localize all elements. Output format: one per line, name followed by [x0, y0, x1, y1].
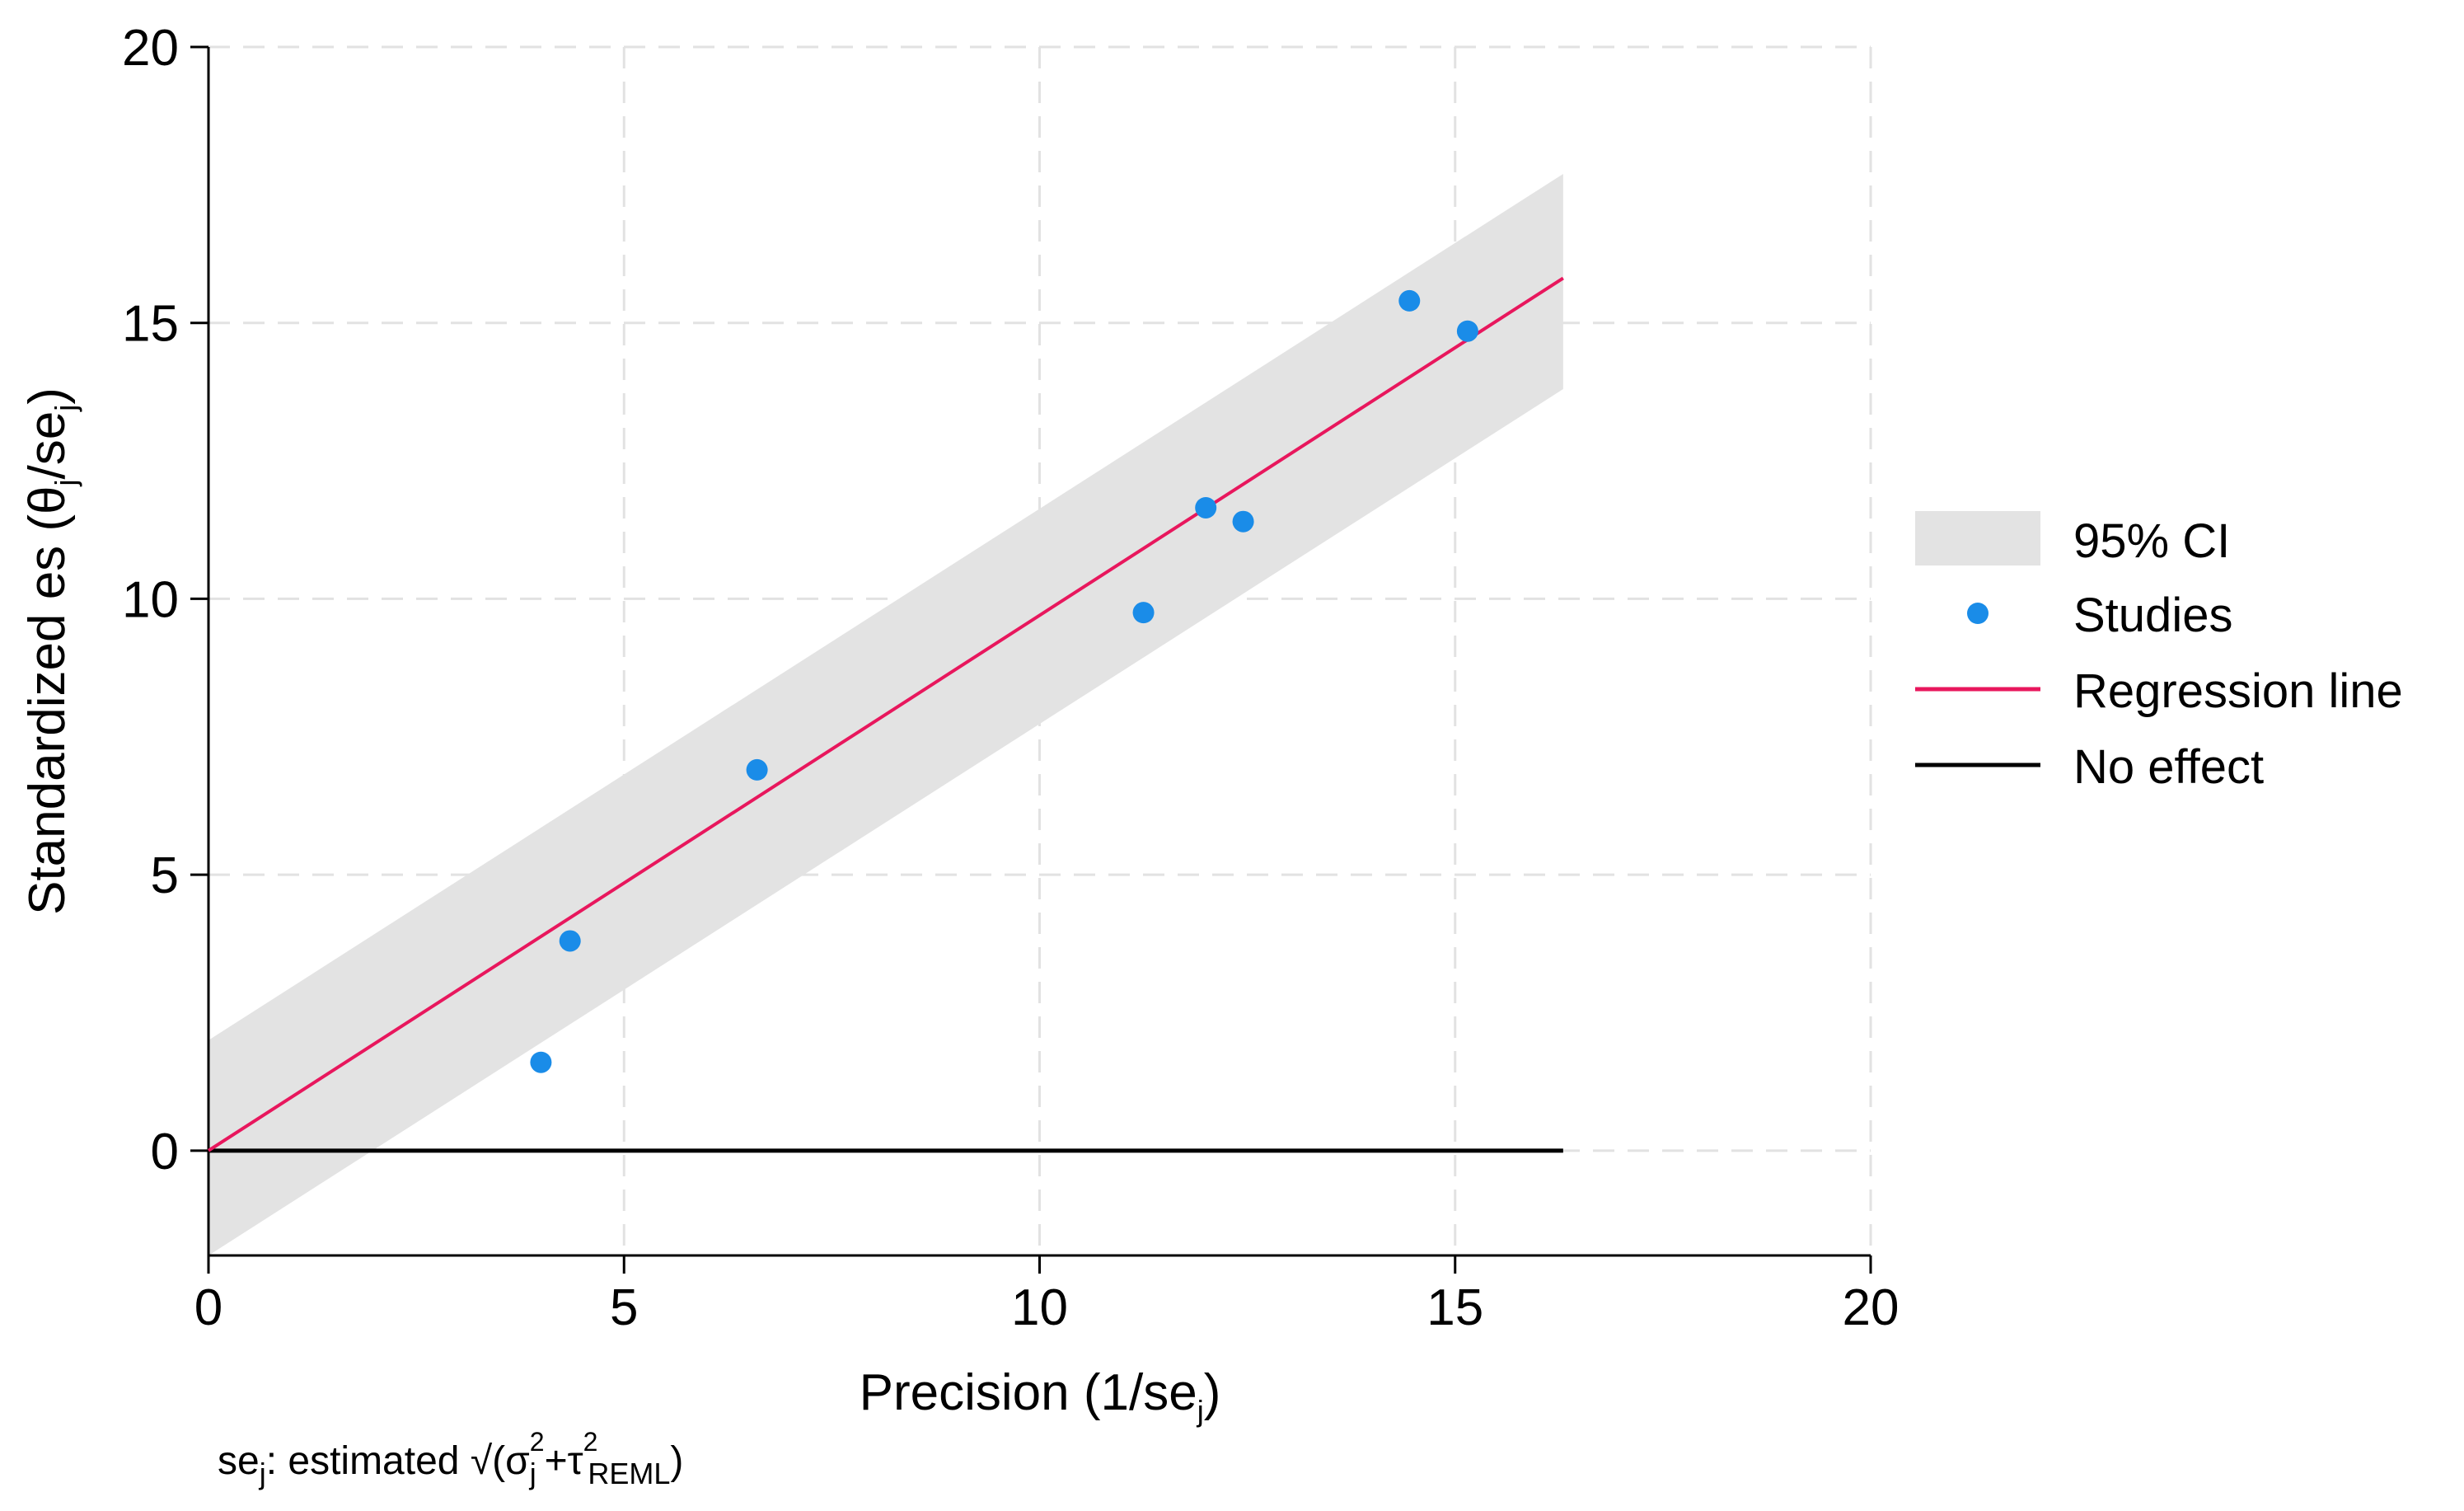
x-tick-label: 10 — [1011, 1279, 1068, 1336]
study-point — [1195, 496, 1217, 519]
lines-group — [207, 276, 1564, 1153]
study-point — [1456, 320, 1478, 342]
legend-label-studies: Studies — [2073, 589, 2232, 642]
study-point — [1232, 510, 1254, 533]
study-point — [1132, 602, 1155, 624]
x-axis-title: Precision (1/sej) — [860, 1364, 1221, 1428]
axes — [190, 45, 1872, 1274]
legend-swatch-ci — [1915, 511, 2040, 565]
legend: 95% CI Studies Regression line No effect — [1915, 511, 2403, 794]
legend-swatch-studies — [1967, 603, 1989, 624]
y-tick-label: 10 — [122, 571, 179, 628]
points-group — [530, 289, 1478, 1073]
x-tick-label: 20 — [1843, 1279, 1900, 1336]
y-tick-label: 15 — [122, 296, 179, 353]
study-point — [746, 758, 768, 781]
y-tick-label: 5 — [151, 847, 179, 904]
y-tick-label: 0 — [151, 1124, 179, 1180]
legend-label-ci: 95% CI — [2073, 514, 2230, 568]
study-point — [1398, 289, 1421, 312]
x-tick-label: 0 — [194, 1279, 223, 1336]
study-point — [559, 930, 581, 952]
tick-labels: 0 5 10 15 20 0 5 10 15 20 — [122, 20, 1899, 1336]
y-axis-title: Standardized es (θj/sej) — [19, 387, 82, 915]
x-tick-label: 5 — [610, 1279, 638, 1336]
legend-label-no-effect: No effect — [2073, 740, 2264, 794]
y-tick-label: 20 — [122, 20, 179, 77]
x-tick-label: 15 — [1426, 1279, 1483, 1336]
study-point — [530, 1051, 552, 1073]
legend-label-regression: Regression line — [2073, 664, 2403, 718]
footnote: sej: estimated √(σj2+τ2 REML) — [218, 1427, 683, 1490]
regression-line — [207, 276, 1564, 1152]
